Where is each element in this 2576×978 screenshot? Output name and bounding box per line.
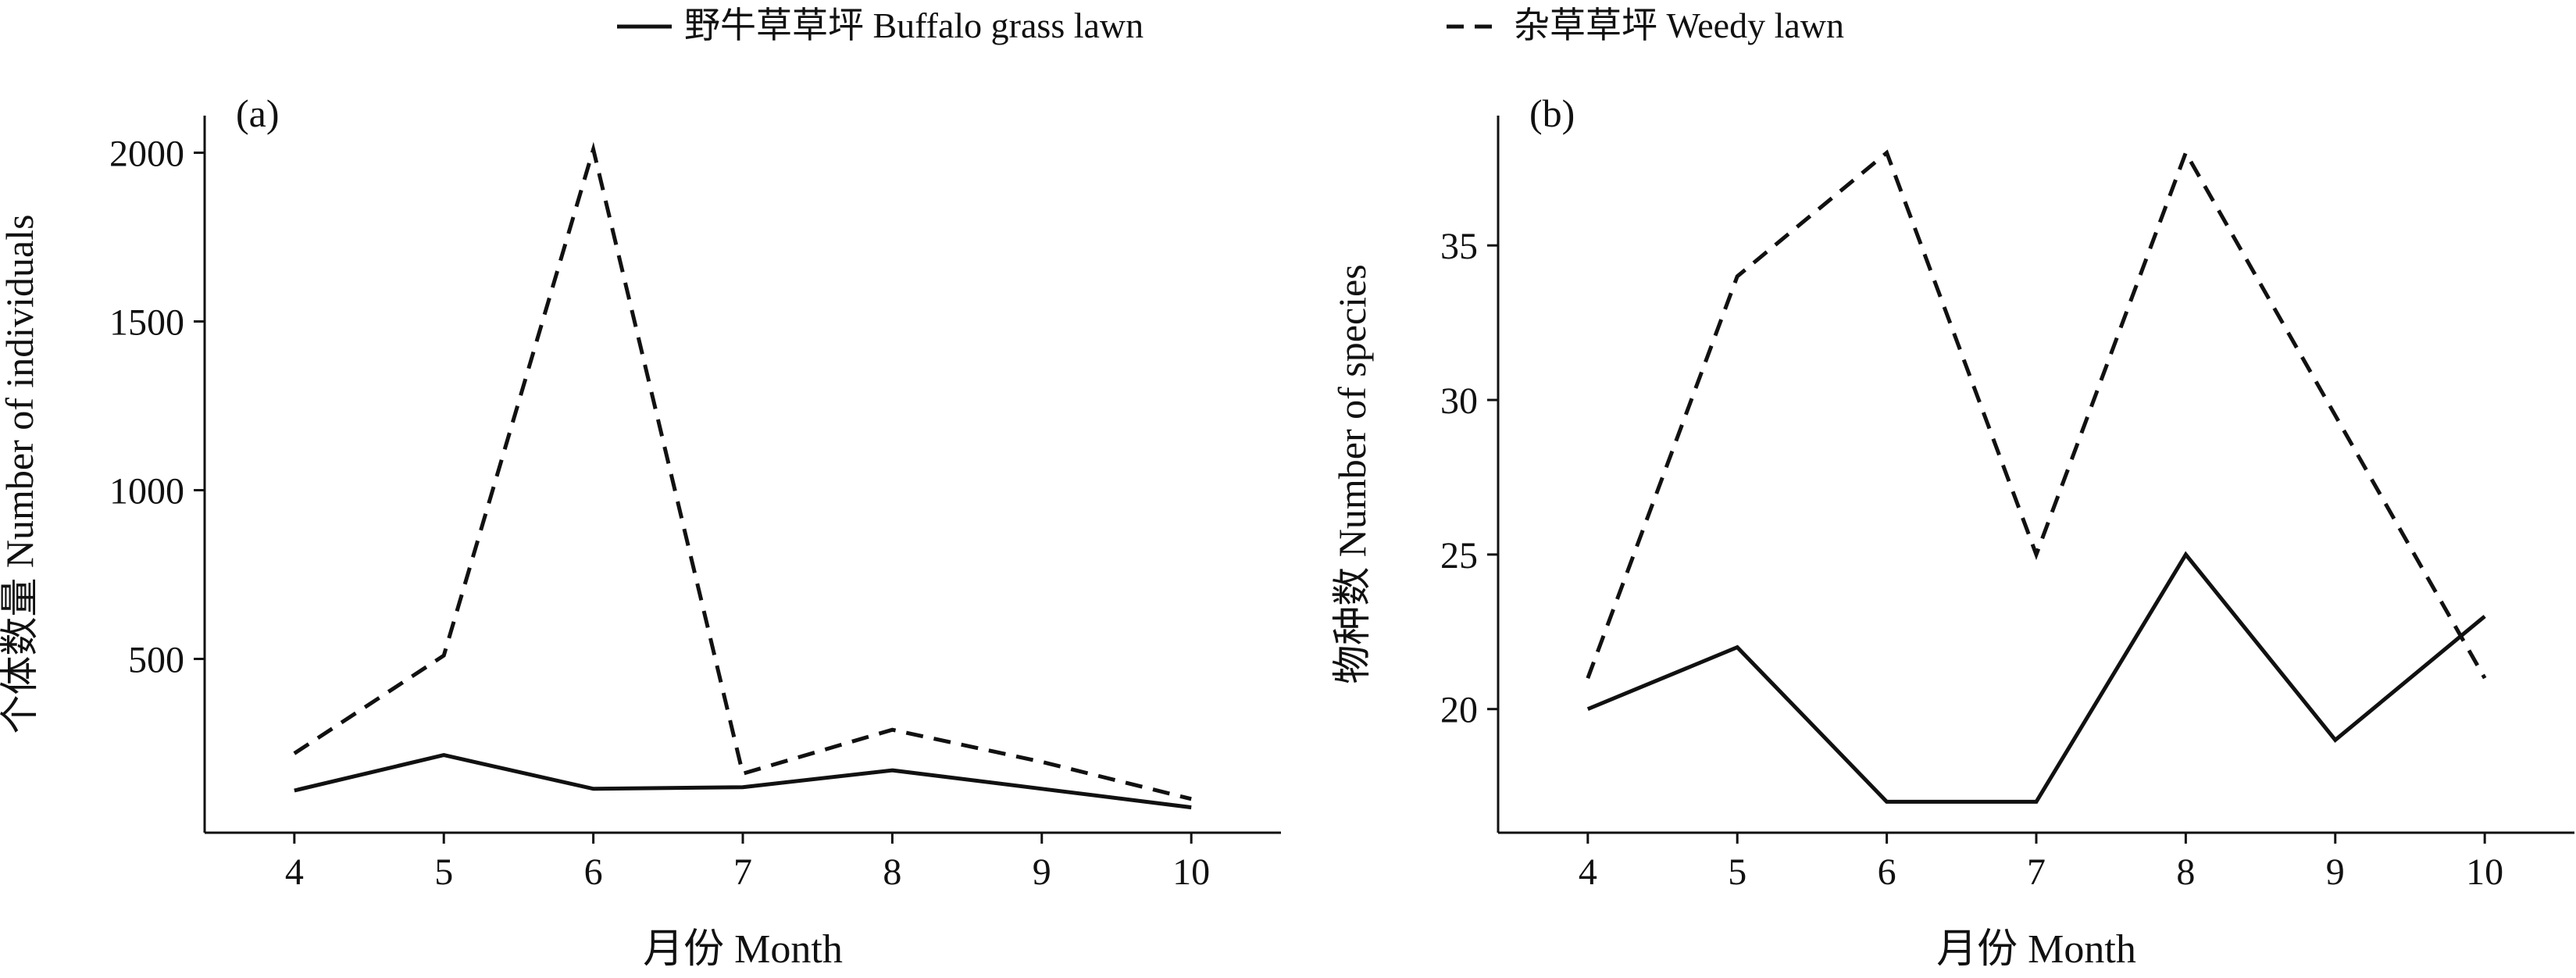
panel-b-y-axis-title: 物种数 Number of species — [1330, 264, 1374, 684]
panel-a-weedy-lawn-series-line — [293, 141, 1192, 801]
panel-a-chart: 4 5 6 7 8 9 10 500 1000 1500 2000 (a) 月份 Month 个体数量 N… — [0, 91, 1281, 972]
legend-buffalo-grass-label: 野牛草草坪 Buffalo grass lawn — [684, 5, 1144, 45]
panel-a-x-tick-label: 10 — [1172, 851, 1210, 893]
panel-b-label: (b) — [1529, 91, 1575, 135]
panel-b-x-tick-label: 7 — [2027, 851, 2046, 893]
panel-b-y-tick-label: 20 — [1440, 690, 1478, 731]
panel-b-chart: 4 5 6 7 8 9 10 20 25 30 35 (b) 月份 Month 物种数 Number of… — [1330, 91, 2574, 972]
panel-b-x-tick-label: 5 — [1728, 851, 1746, 893]
panel-b-x-tick-label: 10 — [2466, 851, 2503, 893]
panel-b-buffalo-grass-series-line — [1586, 551, 2486, 804]
panel-b-y-tick-label: 30 — [1440, 380, 1478, 422]
panel-a-buffalo-grass-series-line — [294, 753, 1192, 810]
panel-b-x-tick-label: 9 — [2326, 851, 2345, 893]
panel-a-x-tick-label: 9 — [1033, 851, 1051, 893]
panel-a-label: (a) — [236, 91, 280, 135]
panel-a-y-tick-label: 500 — [128, 640, 184, 681]
legend: 野牛草草坪 Buffalo grass lawn 杂草草坪 Weedy lawn — [617, 5, 1844, 45]
panel-a-x-tick-label: 6 — [584, 851, 603, 893]
panel-a-x-tick-label: 4 — [285, 851, 304, 893]
panel-a-x-tick-label: 7 — [733, 851, 752, 893]
panel-b-y-tick-label: 25 — [1440, 535, 1478, 576]
panel-b-x-axis-title: 月份 Month — [1936, 927, 2136, 972]
panel-a-x-tick-label: 8 — [883, 851, 901, 893]
legend-weedy-lawn-label: 杂草草坪 Weedy lawn — [1514, 5, 1844, 45]
panel-b-x-tick-label: 4 — [1579, 851, 1597, 893]
panel-b-x-tick-label: 6 — [1878, 851, 1896, 893]
panel-a-y-tick-label: 1500 — [109, 302, 184, 344]
panel-a-y-tick-label: 1000 — [109, 471, 184, 512]
panel-b-y-tick-label: 35 — [1440, 226, 1478, 267]
panel-a-x-tick-label: 5 — [434, 851, 453, 893]
panel-a-y-tick-label: 2000 — [109, 134, 184, 175]
panel-a-x-axis-title: 月份 Month — [643, 927, 843, 972]
panel-b-x-tick-label: 8 — [2176, 851, 2195, 893]
panel-a-y-axis-title: 个体数量 Number of individuals — [0, 214, 41, 734]
panel-b-weedy-lawn-series-line — [1586, 148, 2487, 680]
